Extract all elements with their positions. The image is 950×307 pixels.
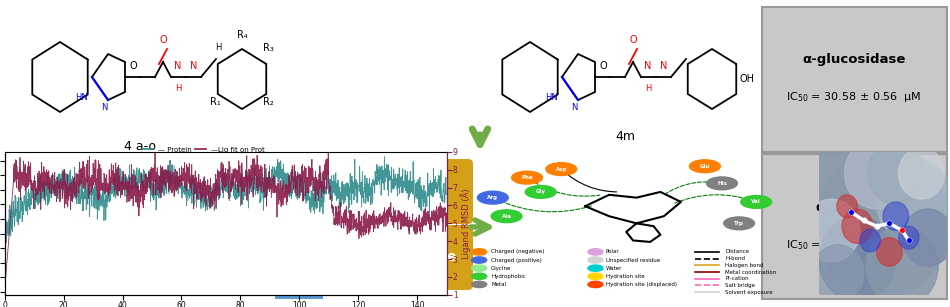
Circle shape [899, 148, 944, 199]
Text: Hydrophobic: Hydrophobic [491, 274, 526, 279]
Circle shape [588, 265, 603, 271]
Circle shape [512, 171, 542, 184]
Text: H: H [215, 43, 221, 52]
Circle shape [471, 265, 486, 271]
Text: His: His [717, 181, 727, 186]
Circle shape [812, 245, 864, 302]
Text: N: N [571, 103, 578, 111]
Text: OH: OH [740, 74, 755, 84]
Circle shape [867, 142, 924, 205]
Text: H: H [175, 84, 181, 93]
Text: Arg: Arg [487, 195, 499, 200]
Text: R₄: R₄ [237, 30, 247, 40]
Circle shape [842, 209, 873, 243]
Text: Hydration site: Hydration site [606, 274, 644, 279]
Text: N: N [101, 103, 107, 111]
Circle shape [707, 177, 737, 190]
Circle shape [902, 209, 950, 266]
Text: In vitro: In vitro [293, 201, 306, 252]
Text: Unspecified residue: Unspecified residue [606, 258, 660, 262]
Text: Hydration site (displaced): Hydration site (displaced) [606, 282, 676, 287]
Circle shape [471, 257, 486, 263]
Circle shape [819, 216, 896, 302]
Text: Polar: Polar [606, 249, 619, 255]
Text: α-glucosidase: α-glucosidase [350, 250, 457, 264]
Text: O: O [599, 61, 607, 71]
FancyBboxPatch shape [762, 7, 947, 152]
Circle shape [804, 199, 860, 262]
Circle shape [690, 160, 720, 173]
Text: O: O [160, 35, 167, 45]
Circle shape [724, 217, 754, 230]
Text: O: O [629, 35, 636, 45]
Text: Water: Water [606, 266, 622, 271]
Circle shape [471, 281, 486, 288]
Circle shape [525, 185, 556, 198]
Text: N: N [174, 61, 181, 71]
Text: HN: HN [76, 92, 88, 102]
Circle shape [491, 210, 522, 223]
Text: α-amylase: α-amylase [816, 200, 892, 213]
Circle shape [866, 226, 939, 306]
Text: Asp: Asp [556, 167, 567, 172]
Circle shape [884, 202, 909, 231]
FancyBboxPatch shape [333, 225, 473, 290]
Text: α-amylase: α-amylase [363, 184, 443, 198]
Circle shape [899, 226, 919, 249]
Text: Solvent exposure: Solvent exposure [726, 290, 773, 295]
Circle shape [800, 145, 889, 245]
FancyBboxPatch shape [333, 159, 473, 224]
Circle shape [588, 257, 603, 263]
Text: R₁: R₁ [210, 97, 220, 107]
Circle shape [741, 196, 771, 208]
Y-axis label: Ligand RMSD (Å): Ligand RMSD (Å) [461, 188, 471, 259]
Circle shape [837, 195, 857, 218]
Text: Halogen bond: Halogen bond [726, 263, 764, 268]
Text: Val: Val [751, 200, 761, 204]
Text: 4 a-o: 4 a-o [124, 141, 156, 154]
Text: Distance: Distance [726, 249, 750, 255]
Text: R₃: R₃ [262, 43, 274, 53]
Circle shape [471, 249, 486, 255]
Text: H-bond: H-bond [726, 256, 746, 261]
Text: Glu: Glu [700, 164, 710, 169]
Text: N: N [190, 61, 198, 71]
Text: H: H [645, 84, 651, 93]
Circle shape [478, 191, 508, 204]
Circle shape [588, 281, 603, 288]
Circle shape [588, 273, 603, 279]
Text: Glycine: Glycine [491, 266, 511, 271]
Text: Salt bridge: Salt bridge [726, 283, 755, 288]
Text: Trp: Trp [734, 221, 744, 226]
Text: IC$_{50}$ = 29.08 ± 0.56  μM: IC$_{50}$ = 29.08 ± 0.56 μM [787, 238, 921, 252]
Text: Charged (positive): Charged (positive) [491, 258, 542, 262]
Circle shape [877, 159, 950, 245]
Text: Pi-cation: Pi-cation [726, 276, 749, 281]
Circle shape [860, 229, 881, 252]
Text: Charged (negative): Charged (negative) [491, 249, 544, 255]
Text: Gly: Gly [536, 189, 546, 194]
Text: R₂: R₂ [262, 97, 274, 107]
Circle shape [845, 138, 908, 209]
Legend: — Protein, —Lig fit on Prot: — Protein, —Lig fit on Prot [140, 144, 268, 156]
Text: N: N [660, 61, 668, 71]
Circle shape [471, 273, 486, 279]
Circle shape [588, 249, 603, 255]
Text: Metal coordination: Metal coordination [726, 270, 777, 274]
Text: O: O [129, 61, 137, 71]
Circle shape [546, 163, 577, 176]
FancyBboxPatch shape [762, 154, 947, 299]
Text: Ala: Ala [502, 214, 511, 219]
Text: Metal: Metal [491, 282, 506, 287]
Text: Phe: Phe [522, 175, 533, 180]
FancyBboxPatch shape [275, 154, 323, 299]
Text: IC$_{50}$ = 30.58 ± 0.56  μM: IC$_{50}$ = 30.58 ± 0.56 μM [787, 90, 921, 104]
Text: N: N [644, 61, 652, 71]
Text: 4m: 4m [615, 130, 635, 143]
Circle shape [877, 238, 902, 266]
Text: HN: HN [545, 92, 559, 102]
Circle shape [816, 149, 950, 297]
Text: α-glucosidase: α-glucosidase [803, 52, 905, 65]
